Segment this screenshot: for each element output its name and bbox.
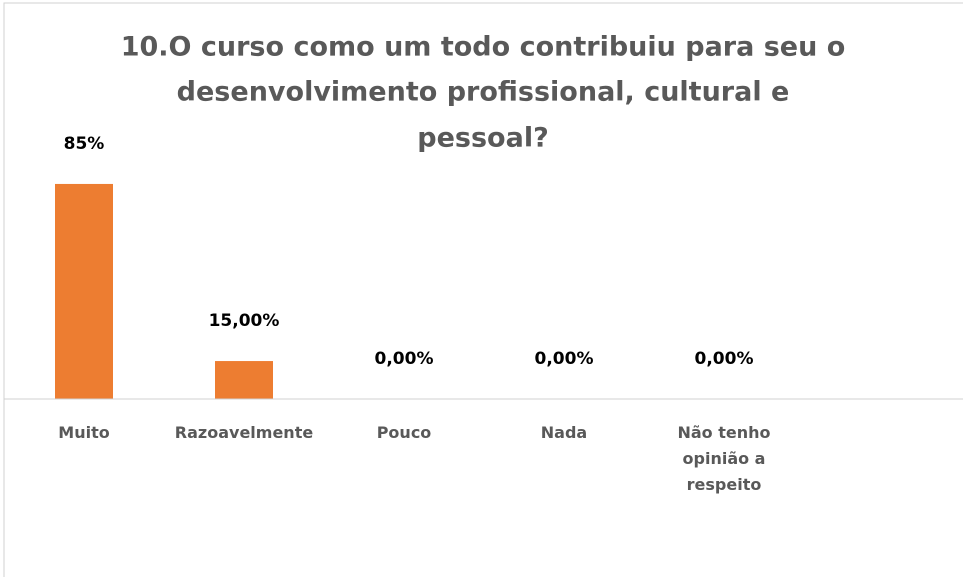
data-label: 0,00% xyxy=(695,349,754,369)
x-tick-label: Muito xyxy=(58,423,110,442)
chart-title: desenvolvimento profissional, cultural e xyxy=(177,77,790,108)
data-label: 0,00% xyxy=(375,349,434,369)
data-label: 0,00% xyxy=(535,349,594,369)
x-tick-label: Não tenho opinião a respeito xyxy=(677,423,771,494)
chart-border xyxy=(3,2,963,577)
x-tick-label: Nada xyxy=(540,423,588,442)
x-tick-label: Pouco xyxy=(376,423,432,442)
bar xyxy=(215,361,273,399)
data-label: 85% xyxy=(64,134,105,154)
data-label: 15,00% xyxy=(209,311,280,331)
chart-title: pessoal? xyxy=(417,123,548,154)
bar xyxy=(55,183,113,399)
chart-title: 10.O curso como um todo contribuiu para … xyxy=(121,32,846,63)
x-tick-label: Razoavelmente xyxy=(174,423,314,442)
